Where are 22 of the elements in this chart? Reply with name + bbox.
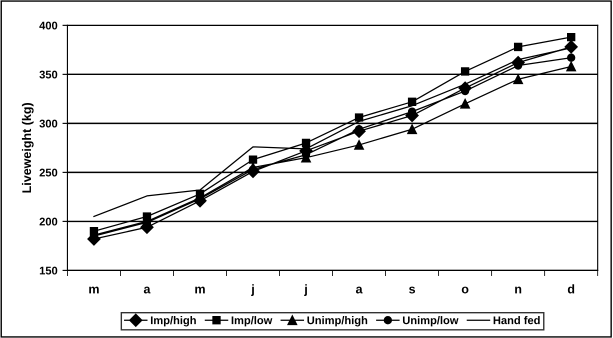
x-tick-label: o [462, 286, 468, 294]
legend-label: Unimp/high [307, 316, 368, 326]
x-tick-label: j [304, 284, 307, 296]
x-tick-label: s [409, 286, 416, 294]
legend-label: Hand fed [494, 316, 540, 324]
x-tick-label: m [89, 286, 99, 294]
y-tick-label: 350 [39, 70, 58, 79]
y-axis-title: Liveweight (kg) [22, 103, 34, 193]
x-tick-label: d [568, 284, 574, 294]
y-tick-label: 200 [40, 218, 58, 226]
x-tick-label: m [195, 286, 205, 294]
y-tick-label: 150 [40, 266, 58, 275]
legend-label: Imp/high [150, 316, 196, 326]
y-tick-label: 400 [39, 22, 58, 30]
x-tick-label: j [251, 284, 254, 296]
legend-label: Unimp/low [402, 316, 458, 326]
y-tick-label: 250 [40, 168, 58, 177]
x-tick-label: a [356, 286, 363, 294]
legend-label: Imp/low [232, 316, 272, 326]
x-tick-label: n [515, 286, 522, 294]
y-tick-label: 300 [39, 120, 58, 128]
x-tick-label: a [144, 286, 151, 294]
